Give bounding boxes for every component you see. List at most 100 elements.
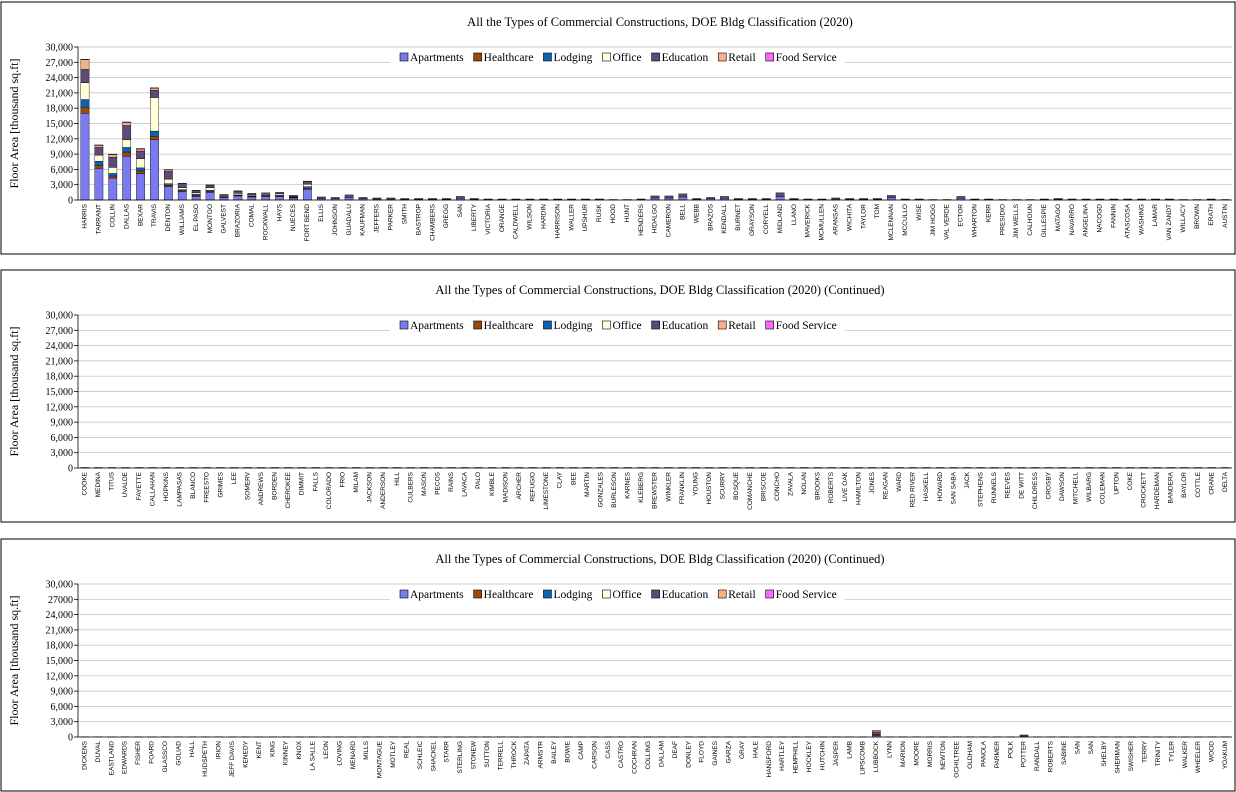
legend-swatch	[602, 52, 611, 62]
x-tick-label: FRIO	[339, 472, 346, 488]
bar-segment	[775, 192, 785, 197]
legend-label: Food Service	[776, 52, 837, 64]
x-tick-label: IRION	[216, 741, 223, 759]
x-tick-label: SMITH	[401, 204, 408, 225]
x-tick-label: STEPHENS	[978, 471, 985, 507]
x-tick-label: WINKLER	[665, 472, 672, 502]
x-tick-label: LIPSCOMB	[860, 741, 867, 775]
x-tick-label: AUSTIN	[1222, 204, 1229, 228]
y-tick-label: 9,000	[51, 418, 74, 429]
bar-segment	[164, 185, 173, 187]
x-tick-label: GRAYSON	[749, 204, 756, 236]
x-tick-label: BRAZORIA	[235, 203, 242, 237]
x-tick-label: CAMERON	[666, 204, 673, 238]
x-tick-label: RUSK	[596, 203, 603, 222]
bar-segment	[539, 198, 549, 200]
x-tick-label: STERLING	[457, 741, 464, 774]
x-tick-label: JEFFERS	[374, 203, 381, 233]
x-tick-label: JACK	[964, 471, 971, 488]
x-tick-label: REAL	[403, 741, 410, 758]
y-tick-label: 24,000	[46, 341, 74, 352]
bar-segment	[164, 169, 173, 172]
y-tick-label: 9,000	[51, 687, 74, 698]
bar-segment	[873, 198, 882, 200]
legend-label: Office	[612, 320, 641, 332]
x-tick-label: DONLEY	[685, 740, 692, 767]
x-tick-label: SCHLEIC	[417, 741, 424, 769]
legend-label: Retail	[728, 52, 755, 64]
bar-segment	[372, 197, 382, 200]
y-axis-label: Floor Area [thousand sq.ft]	[7, 596, 21, 726]
x-tick-label: YOUNG	[692, 472, 699, 496]
y-tick-label: 21,000	[46, 88, 74, 99]
x-tick-label: SAN	[1074, 741, 1081, 755]
x-tick-label: CULBERS	[407, 471, 414, 502]
bar-segment	[205, 185, 215, 188]
x-tick-label: BRISCOE	[760, 471, 767, 501]
legend-label: Education	[662, 52, 709, 64]
y-tick-label: 30,000	[46, 311, 74, 322]
x-tick-label: BROOKS	[815, 471, 822, 499]
x-tick-label: PECOS	[434, 471, 441, 494]
chart-panel: All the Types of Commercial Construction…	[0, 538, 1236, 792]
y-axis-label: Floor Area [thousand sq.ft]	[7, 59, 21, 189]
bar-segment	[511, 198, 521, 200]
bar-segment	[191, 196, 201, 201]
x-tick-label: MENARD	[350, 741, 357, 769]
y-tick-label: 3,000	[51, 180, 74, 191]
y-tick-label: 0	[68, 733, 73, 744]
bar-segment	[164, 171, 173, 180]
bar-segment	[650, 195, 660, 199]
bar-segment	[859, 198, 868, 200]
x-tick-label: KLEBERG	[638, 472, 645, 503]
x-tick-label: FREESTO	[204, 472, 211, 503]
y-tick-label: 18,000	[46, 372, 74, 383]
x-tick-label: HUDSPETH	[202, 741, 209, 777]
bar-segment	[108, 173, 118, 177]
x-tick-label: COMAL	[249, 204, 256, 228]
x-tick-label: TAYLOR	[860, 204, 867, 229]
x-tick-label: WHARTON	[972, 204, 979, 238]
x-tick-label: CROSBY	[1045, 471, 1052, 499]
bar-segment	[984, 198, 994, 200]
x-tick-label: PRESIDIO	[999, 204, 1006, 235]
x-tick-label: MARTIN	[584, 472, 591, 497]
y-tick-label: 30,000	[46, 43, 74, 54]
x-tick-label: ROBERTS	[1048, 740, 1055, 772]
x-tick-label: HUNT	[624, 204, 631, 222]
x-tick-label: LAMB	[846, 741, 853, 759]
y-tick-label: 27000	[48, 595, 73, 606]
x-tick-label: BLANCO	[190, 472, 197, 499]
x-tick-label: CORYELL	[763, 204, 770, 235]
x-tick-label: BORDEN	[272, 472, 279, 500]
x-tick-label: WALLER	[568, 204, 575, 231]
legend-swatch	[602, 320, 611, 330]
x-tick-label: BEXAR	[137, 204, 144, 226]
x-tick-label: HARRISON	[554, 204, 561, 239]
legend-swatch	[543, 52, 552, 62]
x-tick-label: LYNN	[887, 741, 894, 758]
bar-segment	[205, 192, 215, 201]
x-tick-label: NACOGD	[1097, 204, 1104, 233]
y-tick-label: 12,000	[46, 671, 74, 682]
bar-segment	[177, 187, 187, 190]
x-tick-label: ECTOR	[958, 204, 965, 227]
bar-segment	[205, 184, 215, 186]
bar-segment	[581, 198, 590, 200]
x-tick-label: ANDREWS	[258, 471, 265, 505]
y-tick-label: 30,000	[46, 580, 74, 591]
bar-segment	[94, 154, 104, 162]
x-tick-label: MORRIS	[927, 740, 934, 767]
bar-segment	[734, 198, 743, 200]
x-tick-label: FOARD	[149, 741, 156, 764]
x-tick-label: CHEROKEE	[285, 471, 292, 508]
x-tick-label: TYLER	[1168, 741, 1175, 762]
x-tick-label: HARRIS	[82, 203, 89, 228]
x-tick-label: SABINE	[1061, 740, 1068, 765]
x-tick-label: DEAF	[672, 741, 679, 758]
legend-label: Lodging	[553, 589, 592, 601]
x-tick-label: TRAVIS	[151, 203, 158, 227]
bar-segment	[747, 198, 757, 200]
x-tick-label: FRANKLIN	[679, 472, 686, 504]
x-tick-label: MEDINA	[95, 471, 102, 497]
